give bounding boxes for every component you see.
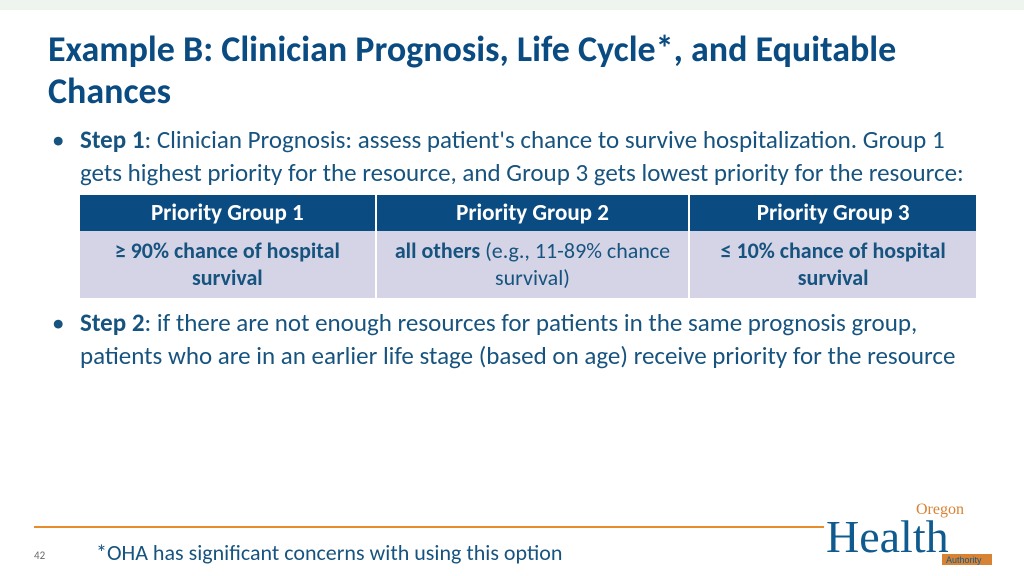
step-2-label: Step 2	[80, 307, 145, 338]
cell-3-bold: ≤ 10% chance of hospital survival	[721, 237, 946, 292]
header-group-3: Priority Group 3	[689, 195, 976, 231]
cell-group-3: ≤ 10% chance of hospital survival	[689, 231, 976, 298]
slide-title: Example B: Clinician Prognosis, Life Cyc…	[48, 28, 976, 113]
step-1-text: : Clinician Prognosis: assess patient's …	[80, 124, 964, 188]
table-row: ≥ 90% chance of hospital survival all ot…	[80, 231, 976, 298]
header-group-1: Priority Group 1	[80, 195, 376, 231]
priority-table: Priority Group 1 Priority Group 2 Priori…	[80, 195, 976, 298]
header-group-2: Priority Group 2	[376, 195, 690, 231]
footnote: *OHA has significant concerns with using…	[96, 539, 562, 566]
table-header-row: Priority Group 1 Priority Group 2 Priori…	[80, 195, 976, 231]
step-list: Step 1: Clinician Prognosis: assess pati…	[48, 123, 976, 189]
cell-group-1: ≥ 90% chance of hospital survival	[80, 231, 376, 298]
cell-2-bold: all others	[395, 237, 480, 264]
step-1: Step 1: Clinician Prognosis: assess pati…	[74, 123, 976, 189]
step-list-2: Step 2: if there are not enough resource…	[48, 306, 976, 372]
top-accent-band	[0, 0, 1024, 10]
step-1-label: Step 1	[80, 124, 145, 155]
oha-logo: Oregon Health Authority	[824, 496, 994, 566]
cell-1-bold: ≥ 90% chance of hospital survival	[115, 237, 340, 292]
cell-2-rest: (e.g., 11-89% chance survival)	[480, 237, 670, 292]
slide-body: Example B: Clinician Prognosis, Life Cyc…	[0, 10, 1024, 372]
logo-health-text: Health	[826, 511, 949, 562]
priority-table-wrap: Priority Group 1 Priority Group 2 Priori…	[80, 195, 976, 298]
page-number: 42	[34, 549, 45, 562]
step-2-text: : if there are not enough resources for …	[80, 307, 955, 371]
step-2: Step 2: if there are not enough resource…	[74, 306, 976, 372]
logo-authority-text: Authority	[946, 555, 982, 565]
footer-rule	[34, 526, 824, 528]
cell-group-2: all others (e.g., 11-89% chance survival…	[376, 231, 690, 298]
